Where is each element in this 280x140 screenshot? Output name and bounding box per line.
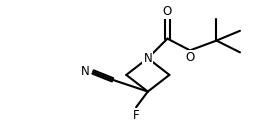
Text: F: F	[133, 109, 139, 122]
Text: O: O	[163, 5, 172, 18]
Text: N: N	[143, 52, 152, 65]
Text: N: N	[81, 66, 90, 78]
Text: O: O	[185, 51, 195, 64]
